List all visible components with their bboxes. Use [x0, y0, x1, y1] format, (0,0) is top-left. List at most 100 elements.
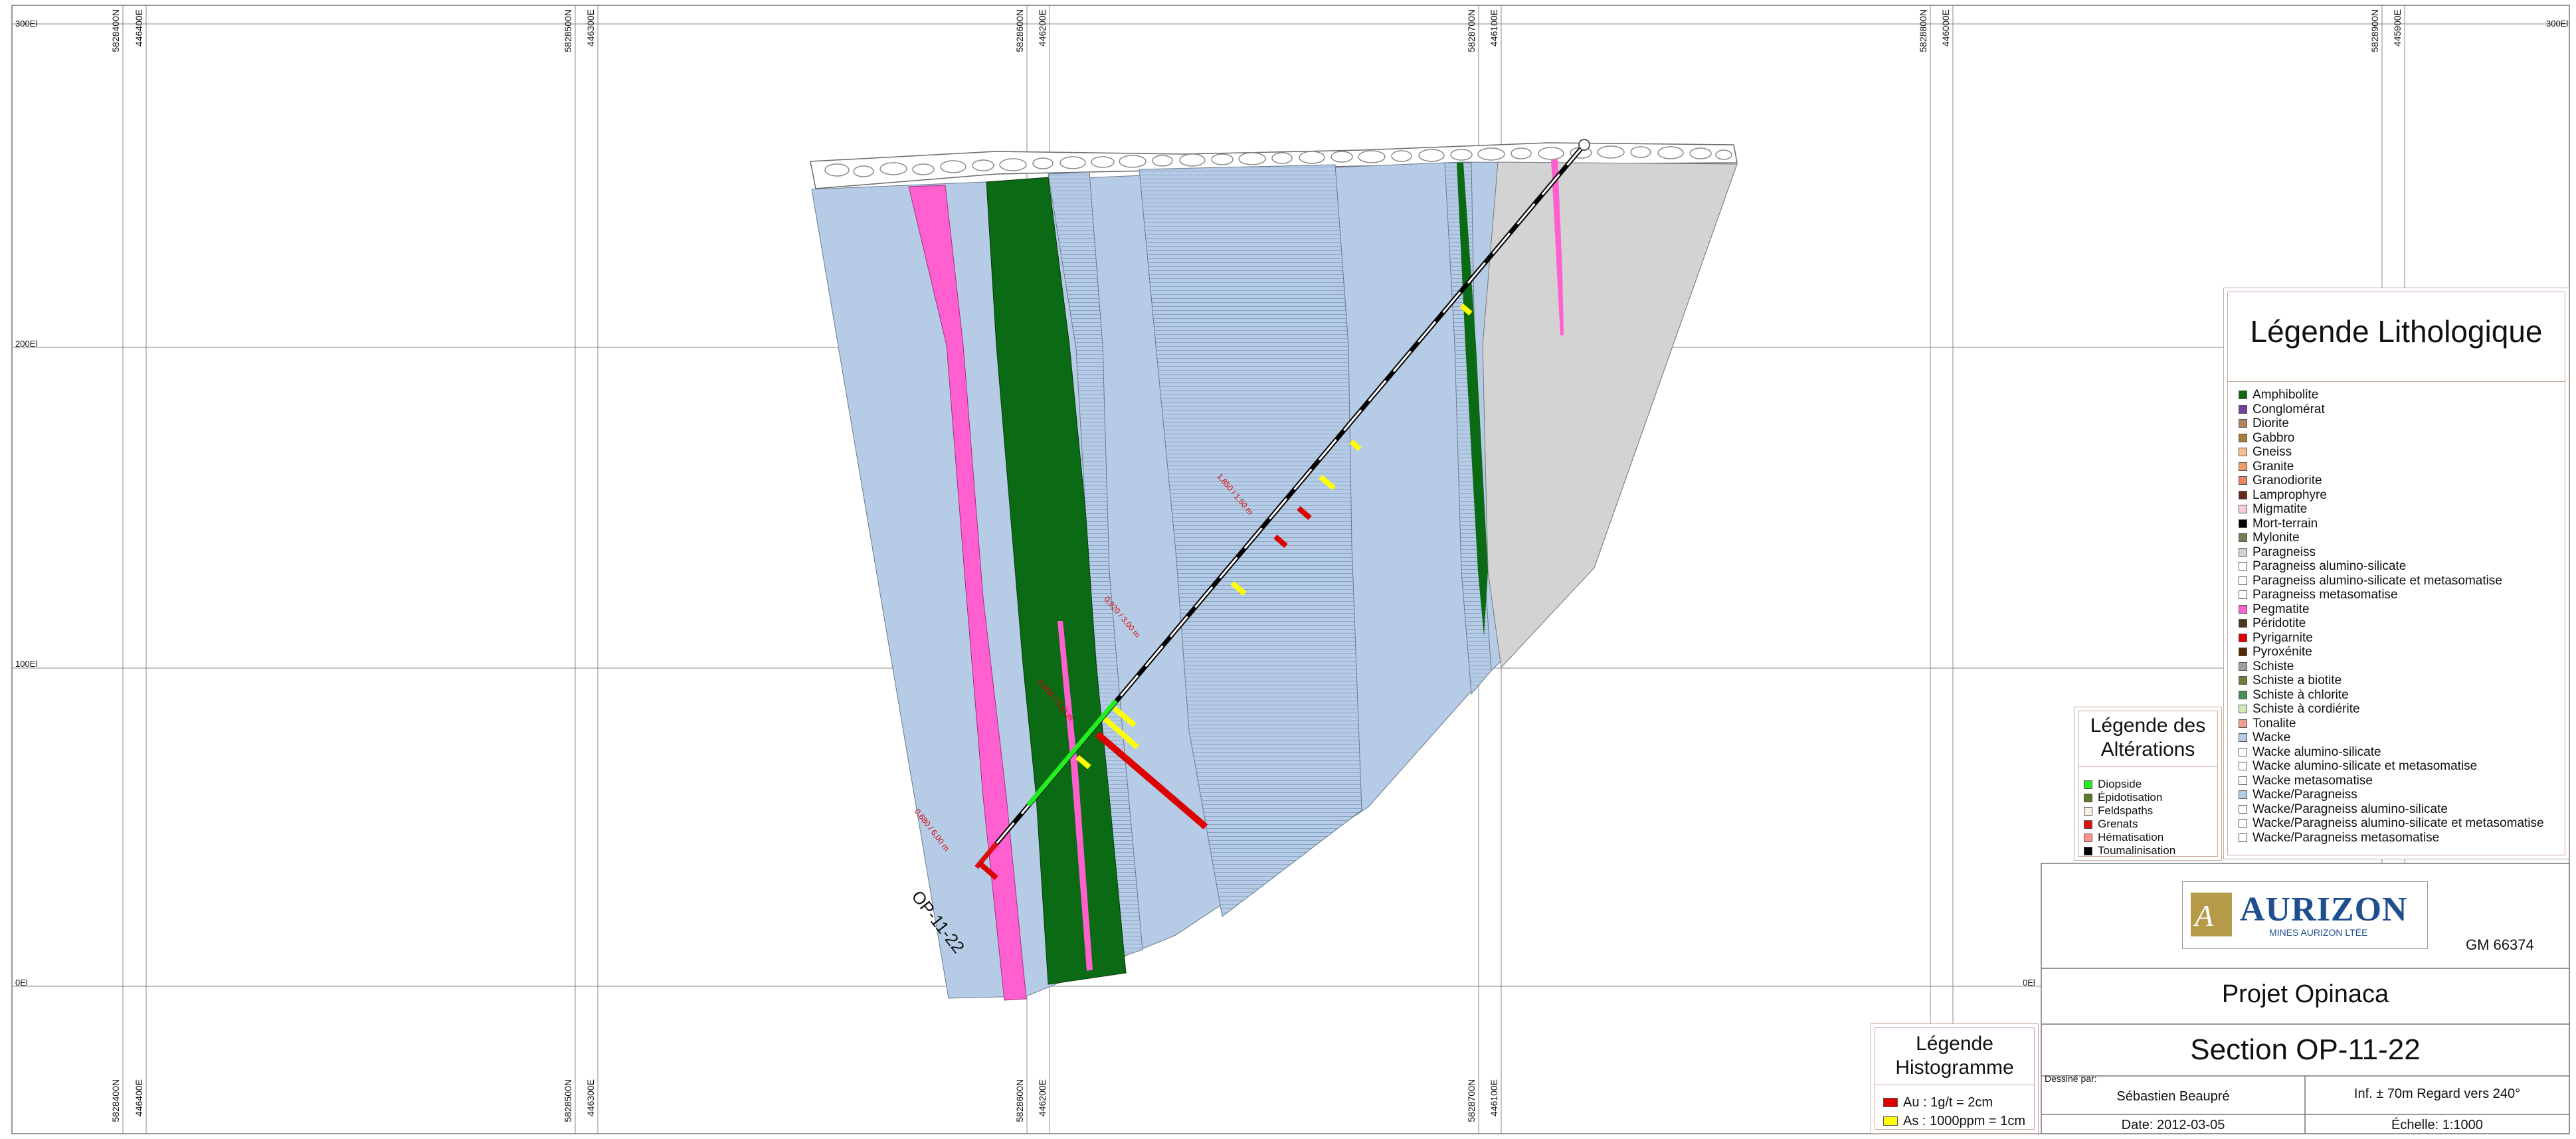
- lithology-legend-item: Tonalite: [2239, 717, 2544, 731]
- legend-label: Schiste: [2253, 659, 2294, 673]
- legend-swatch: [2084, 846, 2092, 855]
- lithology-legend-list: Amphibolite Conglomérat Diorite Gabbro Gneis…: [2239, 388, 2544, 845]
- legend-swatch: [2239, 762, 2247, 771]
- grid-label-e-bottom: 446200E: [1037, 1079, 1048, 1117]
- lithology-legend-item: Granite: [2239, 460, 2544, 474]
- grid-label-n: 5828700N: [1466, 9, 1477, 52]
- legend-swatch: [2239, 519, 2247, 528]
- lithology-legend-item: Wacke/Paragneiss: [2239, 788, 2544, 802]
- legend-swatch: [2239, 404, 2247, 414]
- lithology-legend-item: Diorite: [2239, 416, 2544, 431]
- legend-swatch: [2239, 719, 2247, 728]
- legend-swatch: [2239, 819, 2247, 828]
- legend-swatch: [2239, 419, 2247, 428]
- legend-label: Paragneiss alumino-silicate: [2253, 559, 2407, 573]
- legend-swatch: [2239, 448, 2247, 457]
- legend-label: Pyrigarnite: [2253, 630, 2313, 645]
- legend-swatch: [2239, 590, 2247, 600]
- legend-swatch: [2239, 505, 2247, 514]
- histogram-legend-title: Légende Histogramme: [1871, 1032, 2038, 1080]
- legend-swatch: [2239, 604, 2247, 614]
- legend-swatch: [2084, 780, 2092, 789]
- alteration-legend-item: Hématisation: [2084, 831, 2175, 844]
- grid-label-e: 446000E: [1940, 9, 1951, 47]
- elev-label-top-right: 300El: [2546, 19, 2569, 29]
- lithology-legend-item: Migmatite: [2239, 502, 2544, 517]
- alteration-legend-item: Feldspaths: [2084, 804, 2175, 818]
- legend-swatch: [2239, 547, 2247, 557]
- lithology-legend-item: Péridotite: [2239, 616, 2544, 631]
- legend-label: Lamprophyre: [2253, 487, 2327, 502]
- amphibolite-unit: [986, 177, 1127, 985]
- legend-label: Wacke/Paragneiss: [2253, 788, 2357, 802]
- legend-label: Au : 1g/t = 2cm: [1903, 1095, 1993, 1110]
- grid-label-e: 446200E: [1037, 9, 1048, 47]
- lithology-legend-item: Mort-terrain: [2239, 517, 2544, 531]
- legend-label: Granodiorite: [2253, 474, 2322, 487]
- legend-label: Pyroxénite: [2253, 645, 2312, 659]
- lithology-legend-item: Granodiorite: [2239, 474, 2544, 488]
- legend-swatch: [2239, 676, 2247, 685]
- hatched-band-1: [1048, 171, 1143, 957]
- elev-label-0: 0El: [15, 978, 28, 988]
- lithology-legend-item: Conglomérat: [2239, 402, 2544, 417]
- grid-label-n: 5828800N: [1918, 9, 1928, 52]
- view-direction: Inf. ± 70m Regard vers 240°: [2353, 1087, 2521, 1101]
- lithology-legend-item: Wacke alumino-silicate: [2239, 745, 2544, 760]
- legend-label: Épidotisation: [2098, 791, 2163, 804]
- overburden-outcrop: [810, 142, 1738, 189]
- legend-label: Hématisation: [2098, 831, 2164, 843]
- legend-label: Amphibolite: [2253, 388, 2319, 402]
- assay-histograms: [978, 303, 1473, 881]
- grid-label-n: 5828600N: [1014, 9, 1025, 52]
- legend-label: Schiste a biotite: [2253, 673, 2342, 687]
- legend-label: Grenats: [2098, 818, 2138, 830]
- pegmatite-dyke-3: [1551, 159, 1564, 335]
- lithology-legend-item: Wacke/Paragneiss metasomatise: [2239, 831, 2544, 845]
- histogram-legend: Légende Histogramme Au : 1g/t = 2cm As : …: [1871, 1023, 2039, 1134]
- legend-swatch: [2239, 476, 2247, 485]
- legend-label: Diorite: [2253, 416, 2289, 430]
- legend-label: Schiste à chlorite: [2253, 687, 2349, 702]
- legend-swatch: [2239, 533, 2247, 543]
- legend-label: Péridotite: [2253, 616, 2306, 630]
- legend-label: Granite: [2253, 459, 2294, 474]
- grid-label-e-bottom: 446400E: [134, 1079, 144, 1117]
- legend-label: Migmatite: [2253, 502, 2308, 516]
- alteration-title-line1: Légende des: [2090, 715, 2206, 737]
- legend-label: Feldspaths: [2098, 804, 2154, 817]
- alteration-legend-item: Grenats: [2084, 818, 2175, 831]
- lithology-legend-item: Wacke: [2239, 731, 2544, 745]
- legend-swatch: [2084, 793, 2092, 802]
- map-frame: [11, 5, 2570, 1134]
- alteration-legend-item: Toumalinisation: [2084, 844, 2175, 857]
- legend-label: Wacke/Paragneiss alumino-silicate: [2253, 802, 2448, 816]
- lithology-legend-item: Schiste: [2239, 659, 2544, 674]
- lithology-legend-item: Schiste a biotite: [2239, 673, 2544, 688]
- legend-swatch: [2239, 462, 2247, 471]
- legend-label: Wacke/Paragneiss alumino-silicate et met…: [2253, 816, 2544, 830]
- lithology-legend-item: Paragneiss metasomatise: [2239, 588, 2544, 602]
- legend-label: Wacke: [2253, 731, 2291, 745]
- gm-number: GM 66374: [2466, 936, 2534, 953]
- lithology-legend-item: Pegmatite: [2239, 602, 2544, 617]
- legend-label: Toumalinisation: [2098, 844, 2176, 857]
- legend-label: As : 1000ppm = 1cm: [1903, 1114, 2025, 1128]
- histogram-title-line1: Légende: [1916, 1033, 1993, 1055]
- grid-label-n: 5828900N: [2369, 9, 2380, 52]
- legend-label: Wacke alumino-silicate et metasomatise: [2253, 759, 2478, 773]
- legend-swatch: [2239, 747, 2247, 756]
- legend-swatch: [2239, 562, 2247, 571]
- lithology-legend-item: Wacke/Paragneiss alumino-silicate: [2239, 802, 2544, 817]
- lithology-legend-item: Wacke/Paragneiss alumino-silicate et met…: [2239, 816, 2544, 831]
- lithology-legend-item: Wacke alumino-silicate et metasomatise: [2239, 759, 2544, 774]
- legend-swatch: [2084, 820, 2092, 829]
- legend-label: Mylonite: [2253, 531, 2300, 545]
- lithology-legend-item: Schiste à chlorite: [2239, 688, 2544, 703]
- grid-label-n: 5828400N: [110, 9, 121, 52]
- lithology-legend-item: Gneiss: [2239, 445, 2544, 460]
- company-logo: A AURIZON MINES AURIZON LTÉE: [2182, 881, 2428, 949]
- legend-label: Pegmatite: [2253, 602, 2310, 616]
- legend-swatch: [2239, 648, 2247, 657]
- legend-label: Wacke alumino-silicate: [2253, 745, 2381, 759]
